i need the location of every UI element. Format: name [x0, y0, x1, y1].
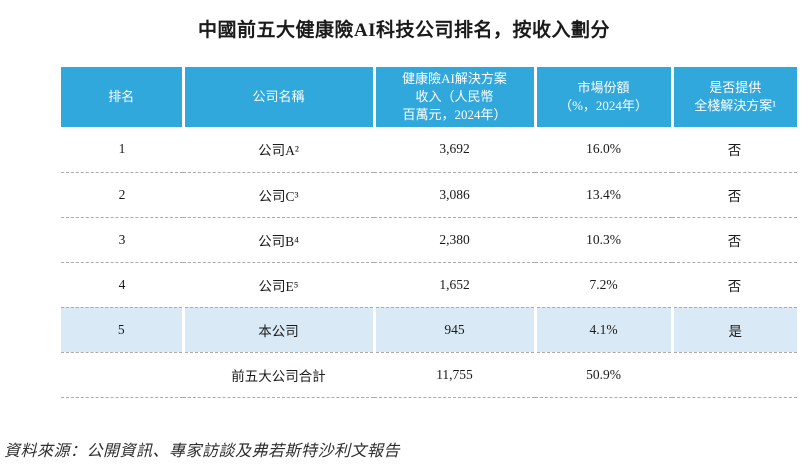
header-full-stack: 是否提供 全棧解決方案¹ — [672, 67, 797, 127]
table-row-total: 前五大公司合計 11,755 50.9% — [61, 352, 797, 398]
table-row: 3 公司B⁴ 2,380 10.3% 否 — [61, 217, 797, 263]
table-row: 1 公司A² 3,692 16.0% 否 — [61, 127, 797, 173]
cell-full-stack: 否 — [672, 127, 797, 173]
cell-share: 4.1% — [535, 307, 674, 353]
cell-company: 本公司 — [183, 307, 376, 353]
cell-full-stack: 是 — [672, 307, 797, 353]
table-row: 2 公司C³ 3,086 13.4% 否 — [61, 172, 797, 218]
header-revenue: 健康險AI解決方案 收入（人民幣 百萬元，2024年） — [374, 67, 537, 127]
cell-rank: 2 — [61, 172, 183, 218]
cell-full-stack: 否 — [672, 217, 797, 263]
cell-share: 16.0% — [535, 127, 672, 173]
cell-company: 公司B⁴ — [183, 217, 374, 263]
ranking-table: 排名 公司名稱 健康險AI解決方案 收入（人民幣 百萬元，2024年） 市場份額… — [61, 67, 797, 398]
header-company-name: 公司名稱 — [183, 67, 376, 127]
cell-share: 7.2% — [535, 262, 672, 308]
cell-share: 13.4% — [535, 172, 672, 218]
cell-revenue: 3,692 — [374, 127, 535, 173]
cell-revenue: 3,086 — [374, 172, 535, 218]
cell-share: 10.3% — [535, 217, 672, 263]
header-rank: 排名 — [61, 67, 185, 127]
cell-full-stack: 否 — [672, 172, 797, 218]
cell-rank: 3 — [61, 217, 183, 263]
cell-full-stack: 否 — [672, 262, 797, 308]
cell-rank: 4 — [61, 262, 183, 308]
cell-rank — [61, 352, 183, 398]
cell-revenue: 1,652 — [374, 262, 535, 308]
cell-share: 50.9% — [535, 352, 672, 398]
table-title: 中國前五大健康險AI科技公司排名，按收入劃分 — [197, 20, 611, 41]
table-row-company-highlight: 5 本公司 945 4.1% 是 — [61, 307, 797, 353]
cell-company: 公司A² — [183, 127, 374, 173]
cell-rank: 1 — [61, 127, 183, 173]
cell-revenue: 2,380 — [374, 217, 535, 263]
header-market-share: 市場份額 （%，2024年） — [535, 67, 674, 127]
table-row: 4 公司E⁵ 1,652 7.2% 否 — [61, 262, 797, 308]
cell-company: 前五大公司合計 — [183, 352, 374, 398]
cell-rank: 5 — [61, 307, 185, 353]
cell-full-stack — [672, 352, 797, 398]
table-header-row: 排名 公司名稱 健康險AI解決方案 收入（人民幣 百萬元，2024年） 市場份額… — [61, 67, 797, 127]
cell-company: 公司E⁵ — [183, 262, 374, 308]
cell-revenue: 945 — [374, 307, 537, 353]
cell-company: 公司C³ — [183, 172, 374, 218]
source-note: 資料來源：公開資訊、專家訪談及弗若斯特沙利文報告 — [4, 443, 401, 460]
cell-revenue: 11,755 — [374, 352, 535, 398]
